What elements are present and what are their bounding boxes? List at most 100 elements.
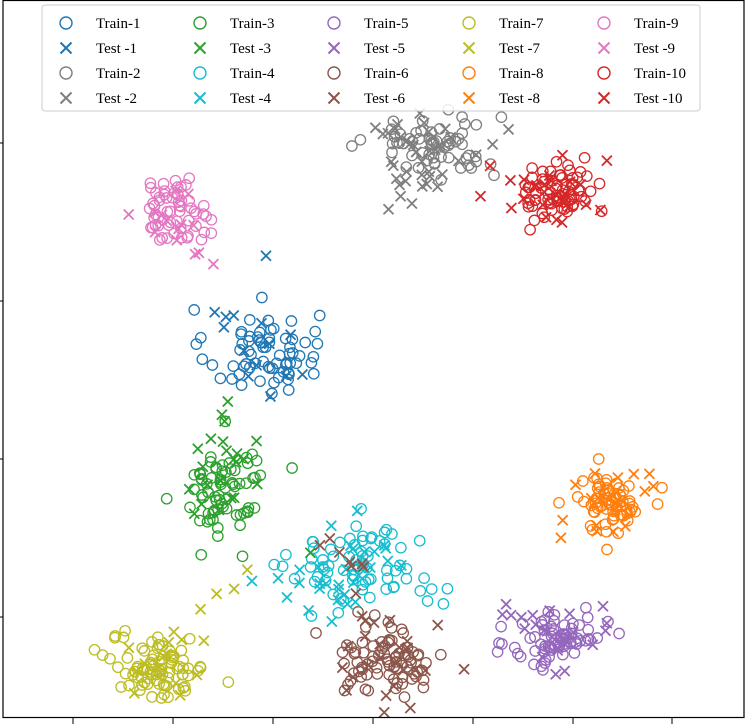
train-point-5 bbox=[511, 647, 524, 660]
test-point-6 bbox=[314, 539, 326, 551]
test-point-2 bbox=[407, 139, 419, 151]
train-point-7 bbox=[177, 662, 190, 674]
train-point-5 bbox=[491, 646, 504, 658]
train-point-2 bbox=[386, 146, 398, 159]
train-point-2 bbox=[456, 111, 468, 123]
test-point-7 bbox=[123, 642, 135, 654]
test-point-1 bbox=[284, 329, 297, 341]
test-point-9 bbox=[207, 258, 220, 270]
train-point-7 bbox=[119, 624, 131, 637]
test-point-6 bbox=[324, 532, 336, 545]
test-point-7 bbox=[154, 666, 167, 679]
train-point-9 bbox=[161, 232, 173, 244]
train-point-5 bbox=[535, 660, 548, 673]
test-point-2 bbox=[416, 180, 428, 193]
train-point-8 bbox=[607, 513, 620, 525]
test-point-2 bbox=[387, 159, 399, 172]
test-point-9 bbox=[156, 209, 168, 221]
train-point-8 bbox=[553, 496, 565, 509]
test-point-5 bbox=[552, 642, 564, 654]
test-point-5 bbox=[587, 639, 599, 651]
test-point-9 bbox=[187, 219, 200, 231]
test-point-4 bbox=[382, 555, 394, 567]
test-point-1 bbox=[218, 321, 230, 333]
legend: Train-1 Test -1 Train-2 Test -2 Train-3 Test … bbox=[41, 4, 701, 112]
test-point-5 bbox=[561, 636, 573, 649]
train-point-1 bbox=[270, 357, 283, 370]
test-point-3 bbox=[250, 435, 263, 447]
test-point-2 bbox=[394, 131, 407, 143]
test-point-8 bbox=[647, 480, 660, 492]
test-point-8 bbox=[589, 467, 601, 480]
test-point-5 bbox=[559, 665, 571, 677]
train-point-4 bbox=[332, 606, 345, 619]
train-point-9 bbox=[145, 221, 157, 234]
train-point-4 bbox=[365, 532, 377, 545]
test-point-7 bbox=[160, 648, 173, 660]
legend-train-3: Train-3 bbox=[193, 16, 274, 32]
test-point-6 bbox=[362, 659, 374, 671]
train-point-5 bbox=[545, 620, 557, 633]
train-point-7 bbox=[134, 684, 146, 697]
train-point-7 bbox=[112, 661, 124, 674]
train-point-9 bbox=[198, 226, 211, 239]
train-point-4 bbox=[317, 554, 329, 566]
test-point-2 bbox=[452, 155, 465, 167]
test-point-4 bbox=[344, 539, 357, 552]
train-point-2 bbox=[484, 158, 497, 170]
train-point-4 bbox=[380, 564, 393, 577]
test-point-2 bbox=[400, 165, 413, 178]
test-point-10 bbox=[517, 193, 530, 205]
test-point-6 bbox=[393, 641, 406, 654]
train-point-5 bbox=[570, 638, 583, 650]
train-point-3 bbox=[204, 451, 217, 463]
legend-test-9: Test -9 bbox=[597, 41, 675, 57]
train-point-7 bbox=[146, 636, 158, 648]
train-point-1 bbox=[305, 356, 318, 369]
train-point-7 bbox=[194, 661, 207, 674]
test-point-10 bbox=[550, 189, 562, 201]
train-point-3 bbox=[200, 478, 213, 490]
test-point-3 bbox=[201, 479, 214, 491]
train-point-4 bbox=[307, 536, 319, 548]
train-point-1 bbox=[268, 376, 280, 389]
train-point-3 bbox=[160, 492, 173, 505]
legend-cross-marker bbox=[462, 91, 476, 105]
train-point-9 bbox=[180, 179, 192, 191]
train-point-3 bbox=[184, 501, 196, 514]
test-point-6 bbox=[374, 638, 386, 650]
train-point-4 bbox=[364, 573, 377, 585]
train-point-1 bbox=[256, 291, 268, 304]
train-point-1 bbox=[284, 341, 296, 354]
train-point-4 bbox=[378, 526, 391, 539]
train-point-1 bbox=[245, 348, 257, 361]
train-point-10 bbox=[522, 197, 534, 210]
legend-circle-marker bbox=[462, 66, 476, 80]
train-point-10 bbox=[538, 211, 551, 224]
test-point-9 bbox=[171, 234, 183, 246]
legend-test-7: Test -7 bbox=[462, 41, 541, 57]
train-point-8 bbox=[592, 453, 605, 465]
train-point-7 bbox=[222, 676, 235, 688]
test-point-6 bbox=[374, 652, 386, 664]
test-point-2 bbox=[399, 175, 412, 187]
test-point-4 bbox=[281, 591, 293, 604]
test-point-4 bbox=[395, 559, 407, 572]
legend-label: Train-1 bbox=[96, 16, 140, 32]
train-point-5 bbox=[591, 632, 604, 644]
train-point-4 bbox=[395, 541, 407, 554]
train-point-2 bbox=[423, 148, 436, 161]
legend-train-6: Train-6 bbox=[327, 66, 409, 82]
train-point-7 bbox=[158, 688, 170, 701]
train-point-1 bbox=[206, 359, 219, 371]
train-point-7 bbox=[88, 643, 101, 656]
test-point-8 bbox=[607, 526, 620, 538]
train-point-1 bbox=[309, 325, 322, 338]
test-point-5 bbox=[597, 600, 609, 612]
train-point-5 bbox=[529, 631, 541, 643]
train-point-3 bbox=[210, 463, 223, 475]
legend-cross-marker bbox=[327, 41, 341, 55]
legend-label: Train-8 bbox=[499, 66, 543, 82]
test-point-5 bbox=[541, 625, 553, 637]
